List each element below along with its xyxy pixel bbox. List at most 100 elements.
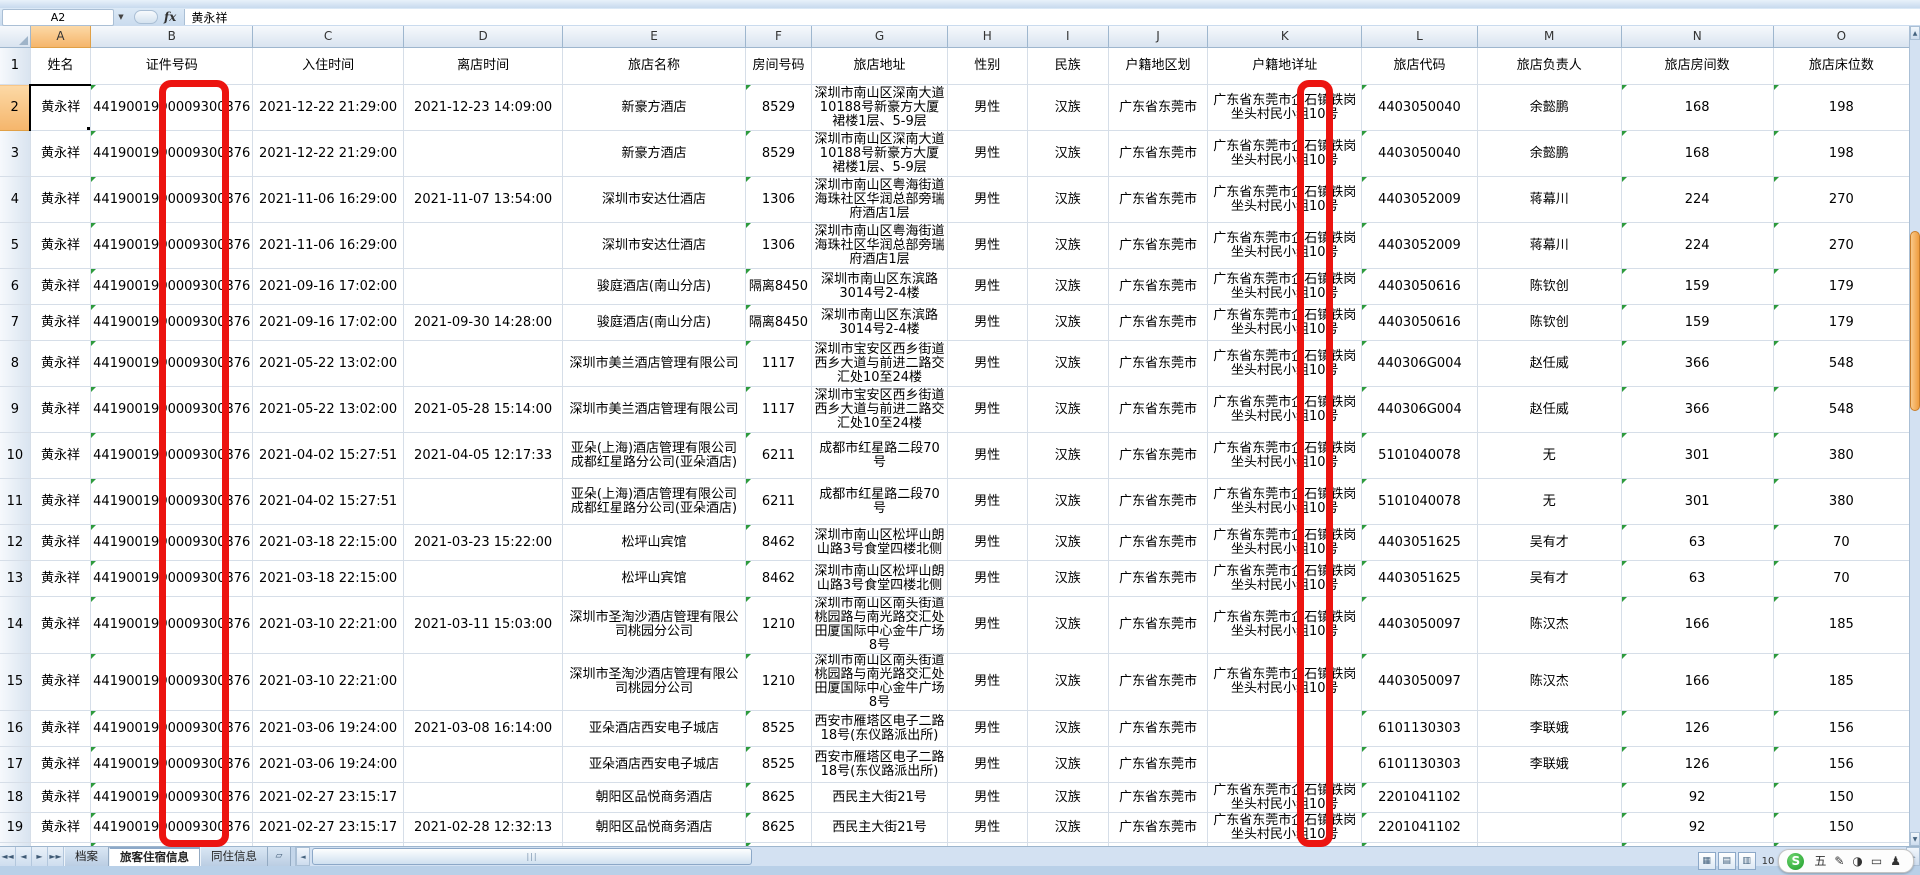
cell-C11[interactable]: 2021-04-02 15:27:51 xyxy=(252,478,404,525)
half-moon-icon[interactable]: ◑ xyxy=(1852,854,1863,868)
cell-A10[interactable]: 黄永祥 xyxy=(30,432,92,479)
cell-H9[interactable]: 男性 xyxy=(947,386,1028,433)
cell-N4[interactable]: 224 xyxy=(1621,176,1774,223)
cell-M11[interactable]: 无 xyxy=(1477,478,1622,525)
cell-A11[interactable]: 黄永祥 xyxy=(30,478,92,525)
cell-F15[interactable]: 1210 xyxy=(745,653,813,711)
cell-G4[interactable]: 深圳市南山区粤海街道海珠社区华润总部旁瑞府酒店1层 xyxy=(811,176,948,223)
cell-E12[interactable]: 松坪山宾馆 xyxy=(562,524,746,561)
column-header-K[interactable]: K xyxy=(1207,26,1363,48)
cell-D10[interactable]: 2021-04-05 12:17:33 xyxy=(403,432,564,479)
cell-A8[interactable]: 黄永祥 xyxy=(30,340,92,387)
column-header-F[interactable]: F xyxy=(745,26,813,48)
cell-O16[interactable]: 156 xyxy=(1773,710,1910,747)
person-icon[interactable]: ♟ xyxy=(1890,854,1901,868)
cell-H17[interactable]: 男性 xyxy=(947,746,1028,783)
cell-L3[interactable]: 4403050040 xyxy=(1361,130,1478,177)
cell-O13[interactable]: 70 xyxy=(1773,560,1910,597)
cell-E18[interactable]: 朝阳区品悦商务酒店 xyxy=(562,782,746,813)
cell-L4[interactable]: 4403052009 xyxy=(1361,176,1478,223)
cell-G16[interactable]: 西安市雁塔区电子二路18号(东仪路派出所) xyxy=(811,710,948,747)
cell-D11[interactable] xyxy=(403,478,564,525)
cell-F16[interactable]: 8525 xyxy=(745,710,813,747)
cell-G11[interactable]: 成都市红星路二段70号 xyxy=(811,478,948,525)
cell-I16[interactable]: 汉族 xyxy=(1027,710,1109,747)
cell-L20[interactable]: 3213001080 xyxy=(1361,842,1478,846)
cell-I11[interactable]: 汉族 xyxy=(1027,478,1109,525)
cell-E20[interactable]: 维也纳(智好)酒店 xyxy=(562,842,746,846)
pen-icon[interactable]: ✎ xyxy=(1834,854,1845,868)
cell-F10[interactable]: 6211 xyxy=(745,432,813,479)
cell-O15[interactable]: 185 xyxy=(1773,653,1910,711)
cell-L19[interactable]: 2201041102 xyxy=(1361,812,1478,843)
cell-N18[interactable]: 92 xyxy=(1621,782,1774,813)
cell-D12[interactable]: 2021-03-23 15:22:00 xyxy=(403,524,564,561)
cell-D14[interactable]: 2021-03-11 15:03:00 xyxy=(403,596,564,654)
sheet-tab-lodging-info[interactable]: 旅客住宿信息 xyxy=(109,847,200,867)
cell-L11[interactable]: 5101040078 xyxy=(1361,478,1478,525)
column-header-H[interactable]: H xyxy=(947,26,1028,48)
cell-G12[interactable]: 深圳市南山区松坪山朗山路3号食堂四楼北侧 xyxy=(811,524,948,561)
cell-J2[interactable]: 广东省东莞市 xyxy=(1108,84,1209,131)
cell-A15[interactable]: 黄永祥 xyxy=(30,653,92,711)
row-header-14[interactable]: 14 xyxy=(0,596,31,654)
cell-O11[interactable]: 380 xyxy=(1773,478,1910,525)
cell-A14[interactable]: 黄永祥 xyxy=(30,596,92,654)
cell-O17[interactable]: 156 xyxy=(1773,746,1910,783)
cell-K10[interactable]: 广东省东莞市企石镇铁岗坐头村民小组10号 xyxy=(1207,432,1363,479)
cell-L12[interactable]: 4403051625 xyxy=(1361,524,1478,561)
cell-G19[interactable]: 西民主大街21号 xyxy=(811,812,948,843)
cell-K4[interactable]: 广东省东莞市企石镇铁岗坐头村民小组10号 xyxy=(1207,176,1363,223)
keyboard-icon[interactable]: ▭ xyxy=(1870,854,1883,868)
cell-K9[interactable]: 广东省东莞市企石镇铁岗坐头村民小组10号 xyxy=(1207,386,1363,433)
cell-D15[interactable] xyxy=(403,653,564,711)
cell-L14[interactable]: 4403050097 xyxy=(1361,596,1478,654)
scroll-down-icon[interactable]: ▼ xyxy=(1910,832,1920,846)
row-header-17[interactable]: 17 xyxy=(0,746,31,783)
row-header-7[interactable]: 7 xyxy=(0,304,31,341)
cell-E17[interactable]: 亚朵酒店西安电子城店 xyxy=(562,746,746,783)
row-header-8[interactable]: 8 xyxy=(0,340,31,387)
cell-F12[interactable]: 8462 xyxy=(745,524,813,561)
column-header-A[interactable]: A xyxy=(30,26,92,48)
cell-M13[interactable]: 吴有才 xyxy=(1477,560,1622,597)
cell-J17[interactable]: 广东省东莞市 xyxy=(1108,746,1209,783)
cell-N13[interactable]: 63 xyxy=(1621,560,1774,597)
cell-F18[interactable]: 8625 xyxy=(745,782,813,813)
cell-H15[interactable]: 男性 xyxy=(947,653,1028,711)
cell-F1[interactable]: 房间号码 xyxy=(745,47,813,85)
cell-I1[interactable]: 民族 xyxy=(1027,47,1109,85)
cell-A4[interactable]: 黄永祥 xyxy=(30,176,92,223)
cell-I3[interactable]: 汉族 xyxy=(1027,130,1109,177)
cell-C2[interactable]: 2021-12-22 21:29:00 xyxy=(252,84,404,131)
cell-L10[interactable]: 5101040078 xyxy=(1361,432,1478,479)
cell-J18[interactable]: 广东省东莞市 xyxy=(1108,782,1209,813)
row-header-11[interactable]: 11 xyxy=(0,478,31,525)
cell-O4[interactable]: 270 xyxy=(1773,176,1910,223)
cell-H10[interactable]: 男性 xyxy=(947,432,1028,479)
cell-J12[interactable]: 广东省东莞市 xyxy=(1108,524,1209,561)
cell-D19[interactable]: 2021-02-28 12:32:13 xyxy=(403,812,564,843)
cell-I14[interactable]: 汉族 xyxy=(1027,596,1109,654)
cell-I4[interactable]: 汉族 xyxy=(1027,176,1109,223)
cell-N1[interactable]: 旅店房间数 xyxy=(1621,47,1774,85)
cell-F3[interactable]: 8529 xyxy=(745,130,813,177)
cell-F11[interactable]: 6211 xyxy=(745,478,813,525)
sogou-logo-icon[interactable]: S xyxy=(1787,852,1805,870)
cell-J14[interactable]: 广东省东莞市 xyxy=(1108,596,1209,654)
cell-L6[interactable]: 4403050616 xyxy=(1361,268,1478,305)
cell-K1[interactable]: 户籍地详址 xyxy=(1207,47,1363,85)
cell-H7[interactable]: 男性 xyxy=(947,304,1028,341)
cell-K6[interactable]: 广东省东莞市企石镇铁岗坐头村民小组10号 xyxy=(1207,268,1363,305)
cell-D3[interactable] xyxy=(403,130,564,177)
cell-J6[interactable]: 广东省东莞市 xyxy=(1108,268,1209,305)
column-header-E[interactable]: E xyxy=(562,26,746,48)
cell-O3[interactable]: 198 xyxy=(1773,130,1910,177)
cell-E15[interactable]: 深圳市圣淘沙酒店管理有限公司桃园分公司 xyxy=(562,653,746,711)
cell-C17[interactable]: 2021-03-06 19:24:00 xyxy=(252,746,404,783)
cell-H6[interactable]: 男性 xyxy=(947,268,1028,305)
column-header-L[interactable]: L xyxy=(1361,26,1478,48)
cell-M5[interactable]: 蒋幕川 xyxy=(1477,222,1622,269)
cell-F17[interactable]: 8525 xyxy=(745,746,813,783)
cell-D9[interactable]: 2021-05-28 15:14:00 xyxy=(403,386,564,433)
